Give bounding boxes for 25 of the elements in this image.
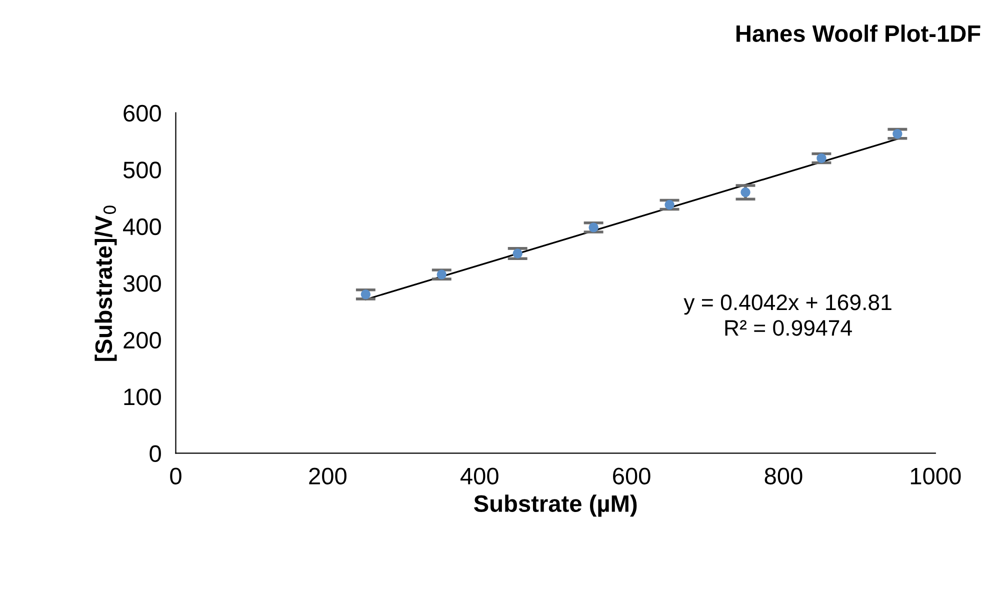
y-axis-title: [Substrate]/V$_{0}$ xyxy=(94,206,117,361)
point xyxy=(740,187,750,198)
y-tick-label: 100 xyxy=(124,388,161,406)
x-tick-label: 0 xyxy=(170,468,182,484)
y-tick-label: 600 xyxy=(124,104,161,122)
x-tick-label: 600 xyxy=(613,468,650,484)
point xyxy=(664,200,674,210)
chart-title: Hanes Woolf Plot-1DF xyxy=(736,24,980,42)
point xyxy=(512,248,522,258)
point xyxy=(588,222,598,232)
y-tick-label: 400 xyxy=(123,218,161,236)
point xyxy=(816,153,826,164)
x-tick-label: 800 xyxy=(764,468,802,484)
x-tick-label: 200 xyxy=(309,468,346,484)
annotation: y = 0.4042x + 169.81 R² = 0.99474 xyxy=(684,294,892,336)
point xyxy=(360,290,371,300)
y-tick-label: 300 xyxy=(123,275,161,292)
y-tick-label: 500 xyxy=(123,162,161,178)
x-tick-label: 1000 xyxy=(910,468,961,484)
x-tick-label: 400 xyxy=(460,468,498,484)
y-tick-label: 200 xyxy=(124,332,161,349)
y-tick-label: 0 xyxy=(150,445,161,462)
x-axis-title: Substrate (µM) xyxy=(474,494,637,517)
point xyxy=(436,270,446,280)
point xyxy=(892,128,902,139)
